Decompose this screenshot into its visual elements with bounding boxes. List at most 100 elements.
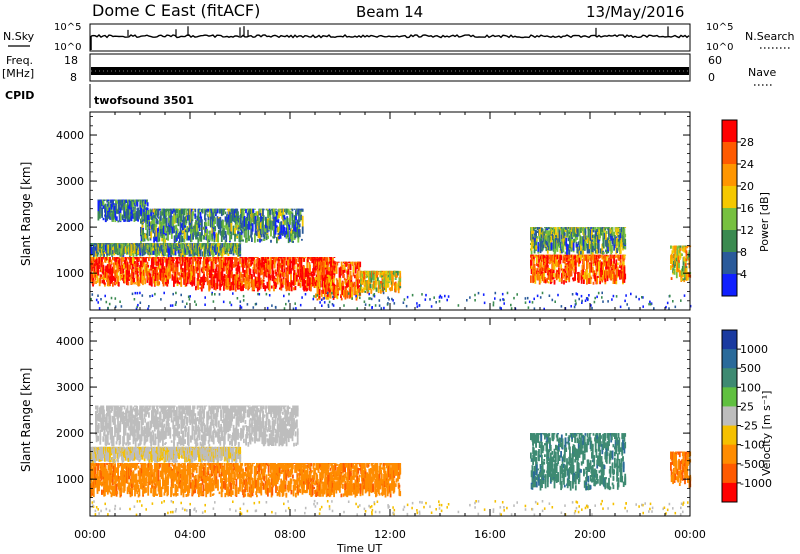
power-cell [101, 276, 103, 280]
power-cell [159, 208, 161, 211]
power-cell [324, 261, 327, 265]
power-cell [213, 280, 216, 286]
power-cell [166, 208, 169, 211]
power-cell [545, 227, 548, 236]
power-cell [181, 272, 183, 278]
power-cell [248, 211, 251, 221]
power-cell [246, 268, 249, 278]
power-cell [204, 254, 207, 257]
power-cell [274, 279, 277, 282]
power-cell [227, 253, 230, 257]
power-cell [271, 260, 274, 269]
power-cell [294, 230, 297, 236]
power-cell [118, 203, 120, 210]
power-cell [148, 269, 151, 275]
power-cell [157, 208, 160, 216]
power-cell [128, 199, 131, 202]
power-cell [608, 229, 610, 238]
power-cell [624, 254, 627, 256]
power-cell [139, 245, 142, 256]
power-cell [148, 217, 150, 225]
power-cell [161, 272, 163, 279]
power-cell [382, 276, 384, 280]
power-cell [117, 257, 119, 259]
power-cell [220, 209, 223, 217]
power-cell [128, 274, 131, 277]
power-cell [580, 254, 582, 261]
power-cell [181, 268, 184, 273]
power-cell [619, 262, 622, 266]
power-cell [326, 294, 328, 300]
power-cell [180, 253, 183, 257]
power-cell [151, 223, 154, 228]
power-cell [156, 257, 159, 259]
power-cell [269, 264, 272, 274]
power-cell [379, 282, 382, 290]
power-cell [242, 212, 245, 218]
power-cell [135, 216, 138, 221]
power-cell [572, 256, 574, 261]
power-cell [127, 206, 130, 209]
power-cell [264, 267, 267, 277]
power-cell [173, 225, 175, 233]
power-cell [252, 209, 255, 213]
power-cell [179, 243, 181, 248]
power-cell [260, 238, 263, 242]
power-cell [221, 267, 224, 279]
power-cell [377, 270, 379, 276]
power-cell [577, 227, 579, 229]
power-cell [340, 261, 343, 267]
power-cell [326, 278, 329, 289]
power-cell [234, 233, 236, 242]
power-cell [198, 263, 201, 271]
power-cell [148, 214, 150, 221]
power-cell [560, 238, 563, 250]
power-cell [280, 279, 283, 289]
power-cell [548, 231, 551, 241]
power-cell [109, 245, 112, 255]
power-cell [216, 264, 219, 267]
power-cell [260, 214, 263, 218]
power-cell [587, 227, 590, 231]
power-cell [254, 233, 256, 243]
power-cell [166, 261, 169, 266]
power-cell [613, 255, 615, 264]
power-cell [608, 257, 610, 266]
power-cell [185, 257, 188, 262]
power-cell [177, 215, 180, 227]
power-cell [535, 239, 538, 243]
power-cell [240, 273, 243, 278]
power-cell [329, 287, 331, 293]
power-cell [142, 213, 145, 220]
power-cell [139, 260, 142, 271]
power-cell [319, 270, 322, 278]
power-cell [187, 213, 189, 221]
power-cell [291, 234, 294, 243]
power-cell [574, 266, 577, 274]
power-cell [535, 230, 537, 236]
power-cell [171, 274, 174, 281]
power-cell [163, 267, 166, 278]
power-cell [242, 265, 244, 273]
power-cell [214, 226, 217, 231]
power-cell [369, 283, 372, 289]
power-cell [217, 257, 220, 260]
power-cell [290, 280, 293, 292]
power-cell [195, 261, 197, 271]
power-cell [165, 257, 168, 259]
power-cell [115, 201, 117, 211]
power-cell [297, 221, 300, 229]
nsky-label: N.Sky [3, 30, 35, 43]
power-cell [546, 277, 548, 283]
power-cell [547, 227, 550, 230]
power-cell [301, 226, 304, 234]
power-cell [582, 244, 585, 251]
power-cell [583, 277, 585, 282]
power-cell [215, 232, 218, 242]
power-cell [234, 276, 236, 281]
power-cell [300, 257, 303, 268]
power-cell [234, 228, 236, 234]
power-cell [227, 211, 230, 223]
power-cell [117, 209, 120, 215]
power-cell [209, 250, 211, 256]
